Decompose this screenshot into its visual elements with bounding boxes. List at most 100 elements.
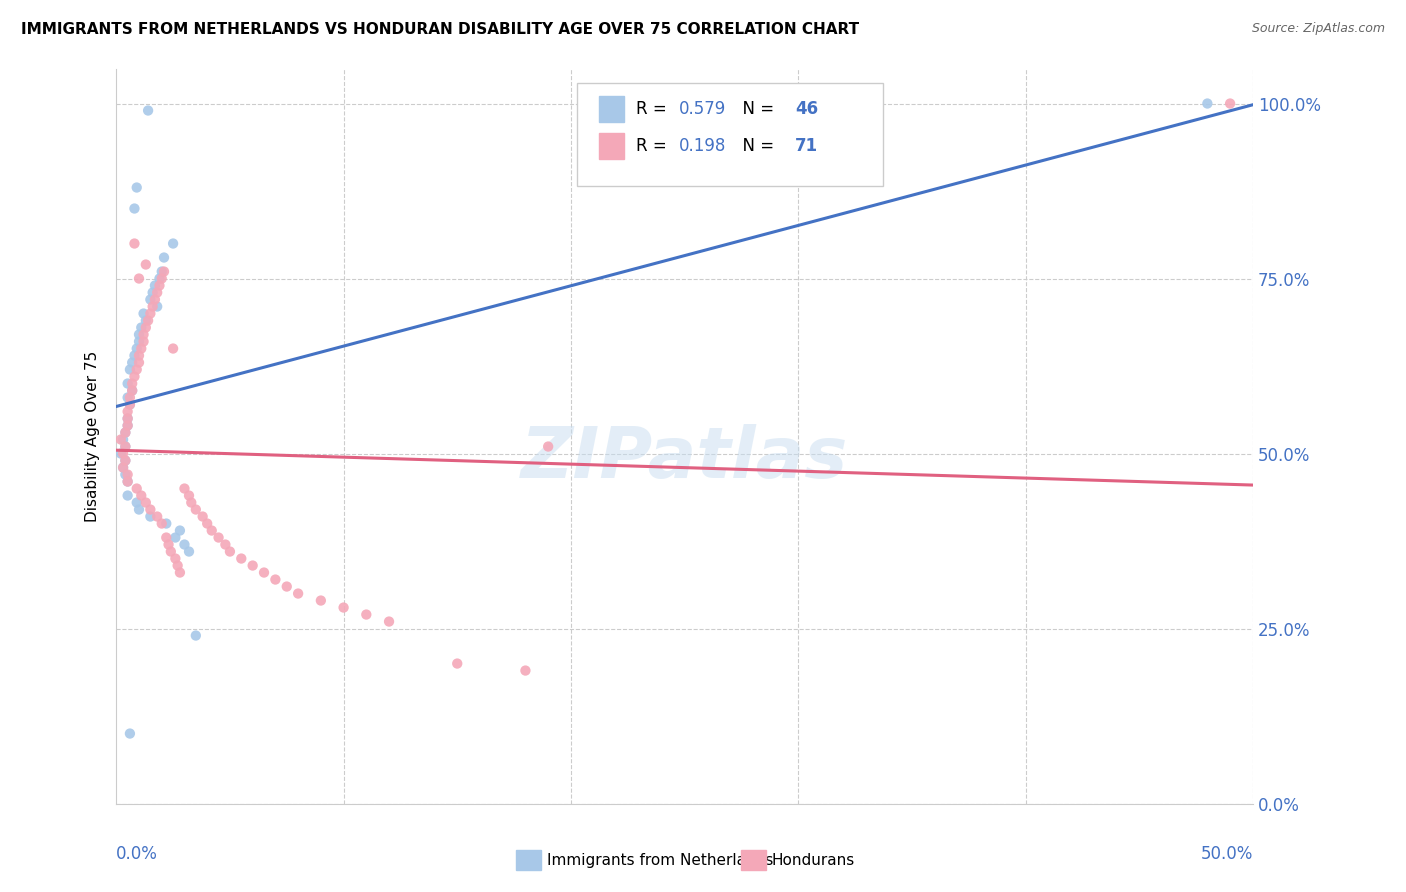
Point: [165, 551, 187, 566]
Point: [112, 446, 135, 460]
Point: [114, 425, 136, 440]
Point: [114, 440, 136, 454]
Point: [135, 258, 157, 272]
Point: [378, 615, 401, 629]
Point: [135, 495, 157, 509]
Text: 46: 46: [794, 100, 818, 118]
Point: [125, 362, 148, 376]
Text: 71: 71: [794, 136, 818, 154]
Point: [177, 544, 200, 558]
Point: [114, 453, 136, 467]
Point: [146, 285, 169, 300]
Point: [117, 418, 139, 433]
Point: [128, 349, 150, 363]
Point: [132, 334, 155, 349]
Point: [150, 271, 173, 285]
Point: [132, 327, 155, 342]
Point: [166, 558, 188, 573]
Point: [157, 537, 180, 551]
Text: N =: N =: [733, 100, 780, 118]
Point: [184, 502, 207, 516]
Point: [124, 202, 146, 216]
Point: [121, 355, 143, 369]
Point: [146, 509, 169, 524]
Point: [117, 489, 139, 503]
Text: Source: ZipAtlas.com: Source: ZipAtlas.com: [1251, 22, 1385, 36]
Y-axis label: Disability Age Over 75: Disability Age Over 75: [86, 351, 100, 522]
Point: [173, 537, 195, 551]
Point: [150, 264, 173, 278]
Point: [139, 509, 162, 524]
Point: [117, 467, 139, 482]
Point: [125, 495, 148, 509]
Point: [117, 391, 139, 405]
Point: [184, 629, 207, 643]
Text: IMMIGRANTS FROM NETHERLANDS VS HONDURAN DISABILITY AGE OVER 75 CORRELATION CHART: IMMIGRANTS FROM NETHERLANDS VS HONDURAN …: [21, 22, 859, 37]
Point: [309, 593, 332, 607]
Point: [537, 440, 560, 454]
FancyBboxPatch shape: [576, 83, 883, 186]
Point: [332, 600, 354, 615]
Point: [159, 544, 181, 558]
Point: [110, 433, 132, 447]
Text: Hondurans: Hondurans: [772, 854, 855, 868]
Point: [117, 475, 139, 489]
Point: [139, 293, 162, 307]
Point: [162, 342, 184, 356]
Point: [136, 313, 159, 327]
Point: [139, 502, 162, 516]
Point: [124, 369, 146, 384]
Point: [148, 278, 170, 293]
Point: [118, 398, 141, 412]
Point: [135, 320, 157, 334]
Point: [153, 264, 176, 278]
Text: R =: R =: [636, 136, 672, 154]
Point: [214, 537, 236, 551]
Point: [169, 524, 191, 538]
Point: [121, 384, 143, 398]
Point: [446, 657, 468, 671]
Point: [287, 586, 309, 600]
Point: [110, 446, 132, 460]
Point: [142, 285, 165, 300]
Point: [117, 411, 139, 425]
Point: [114, 440, 136, 454]
Point: [143, 278, 166, 293]
Text: 50.0%: 50.0%: [1201, 846, 1253, 863]
Point: [356, 607, 378, 622]
Text: 0.579: 0.579: [679, 100, 725, 118]
Point: [114, 467, 136, 482]
Bar: [599, 96, 624, 122]
Point: [121, 376, 143, 391]
Point: [139, 306, 162, 320]
Point: [118, 726, 141, 740]
Point: [129, 489, 152, 503]
Point: [515, 664, 537, 678]
Point: [153, 251, 176, 265]
Point: [155, 531, 177, 545]
Text: Immigrants from Netherlands: Immigrants from Netherlands: [547, 854, 773, 868]
Text: 0.0%: 0.0%: [117, 846, 157, 863]
Point: [128, 271, 150, 285]
Point: [135, 313, 157, 327]
Point: [146, 300, 169, 314]
Point: [177, 489, 200, 503]
Point: [118, 391, 141, 405]
Point: [129, 342, 152, 356]
Text: 0.198: 0.198: [679, 136, 727, 154]
Point: [112, 433, 135, 447]
Point: [124, 349, 146, 363]
Text: ZIPatlas: ZIPatlas: [520, 424, 848, 492]
Point: [114, 425, 136, 440]
Point: [162, 236, 184, 251]
Point: [121, 384, 143, 398]
Point: [128, 502, 150, 516]
Point: [1219, 96, 1241, 111]
Point: [1197, 96, 1219, 111]
Point: [112, 460, 135, 475]
Point: [128, 334, 150, 349]
Point: [207, 531, 229, 545]
Text: R =: R =: [636, 100, 672, 118]
Point: [169, 566, 191, 580]
Point: [117, 404, 139, 418]
